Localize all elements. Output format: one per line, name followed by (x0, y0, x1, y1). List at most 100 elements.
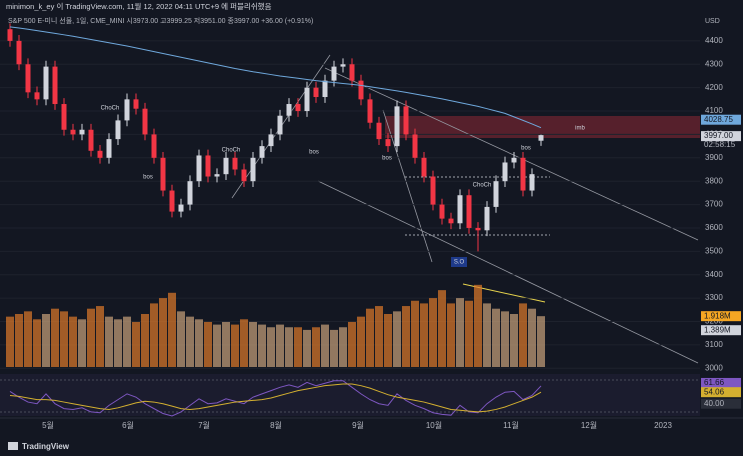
x-tick-label: 7월 (198, 420, 210, 430)
candle-body (61, 104, 67, 130)
candle-body (331, 66, 337, 81)
currency: USD (705, 18, 720, 25)
volume-bar (213, 324, 221, 367)
volume-bar (276, 324, 284, 367)
candle-body (430, 176, 436, 205)
volume-bar (339, 327, 347, 367)
volume-bar (105, 316, 113, 367)
volume-bar (456, 298, 464, 367)
volume-bar (204, 321, 212, 367)
y-tick-label: 4100 (705, 106, 723, 115)
volume-bar (177, 311, 185, 367)
candle-body (502, 162, 508, 182)
candle-body (520, 157, 526, 191)
candle-body (70, 129, 76, 135)
y-tick-label: 3000 (705, 363, 723, 372)
annotation: bos (143, 175, 153, 181)
publisher: minimon_k_ey 이 TradingView.com, 11월 12, … (6, 1, 272, 11)
y-tick-label: 3700 (705, 200, 723, 209)
volume-bar (384, 314, 392, 367)
volume-bar (141, 314, 149, 367)
annotation: imb (575, 126, 585, 132)
volume-bar (195, 319, 203, 367)
volume-bar (69, 316, 77, 367)
candle-body (52, 66, 58, 105)
y-tick-label: 3500 (705, 246, 723, 255)
volume-bar (303, 329, 311, 367)
candle-body (169, 190, 175, 212)
candle-body (493, 181, 499, 207)
candle-body (457, 195, 463, 224)
volume-bar (393, 311, 401, 367)
volume-bar (159, 298, 167, 367)
candle-body (475, 227, 481, 231)
price-label: 3997.00 (704, 131, 733, 140)
candle-body (16, 40, 22, 65)
candle-body (259, 146, 265, 158)
rsi-label-box (701, 377, 741, 388)
candle-body (178, 204, 184, 212)
candle-body (529, 174, 535, 191)
rsi-label-box (701, 398, 741, 409)
volume-bar (402, 306, 410, 367)
volume-bar (438, 290, 446, 367)
candle-body (106, 139, 112, 158)
volume-bar (294, 327, 302, 367)
volume-bar (87, 308, 95, 367)
volume-bar (312, 327, 320, 367)
volume-bar (150, 303, 158, 367)
x-tick-label: 11월 (503, 420, 519, 430)
rsi-pane (0, 374, 700, 416)
volume-bar (510, 314, 518, 367)
volume-label: 1.389M (704, 325, 731, 334)
volume-bar (249, 321, 257, 367)
annotation: S.O (454, 260, 465, 266)
volume-bar (492, 308, 500, 367)
candle-body (43, 66, 49, 100)
annotation-box (451, 257, 467, 267)
volume-bar (420, 303, 428, 367)
candle-body (358, 80, 364, 100)
countdown: 02:58:15 (704, 140, 736, 149)
volume-bar (285, 327, 293, 367)
annotation: bos (309, 150, 319, 156)
candle-body (268, 134, 274, 147)
rsi-label-box (701, 387, 741, 398)
volume-bar (465, 300, 473, 367)
volume-bar (114, 319, 122, 367)
volume-bar (348, 321, 356, 367)
y-tick-label: 3400 (705, 270, 723, 279)
volume-bar (42, 314, 50, 367)
candle-body (196, 155, 202, 182)
volume-bar (222, 321, 230, 367)
rsi-bands (0, 379, 700, 413)
candle-body (124, 99, 130, 121)
volume-bar (231, 324, 239, 367)
volume-bar (375, 306, 383, 367)
candle-body (88, 129, 94, 151)
candle-body (133, 99, 139, 109)
candle-body (295, 104, 301, 112)
candle-body (340, 64, 346, 67)
volume-label-box (701, 325, 741, 336)
volume-bar (51, 308, 59, 367)
candle-body (322, 80, 328, 98)
volume-bar (537, 316, 545, 367)
volume-bar (168, 292, 176, 367)
candle-body (151, 134, 157, 158)
candle-body (466, 195, 472, 228)
volume-bar (96, 306, 104, 367)
candle-body (286, 104, 292, 116)
volume-bar (15, 314, 23, 367)
y-tick-label: 3300 (705, 293, 723, 302)
x-tick-label: 6월 (122, 420, 134, 430)
candle-body (385, 139, 391, 147)
x-tick-label: 12월 (581, 420, 597, 430)
volume-bar (447, 303, 455, 367)
y-tick-label: 3100 (705, 340, 723, 349)
volume-bar (240, 319, 248, 367)
candle-body (277, 115, 283, 135)
volume-bar (60, 311, 68, 367)
candle-body (187, 181, 193, 205)
volume-bar (330, 329, 338, 367)
